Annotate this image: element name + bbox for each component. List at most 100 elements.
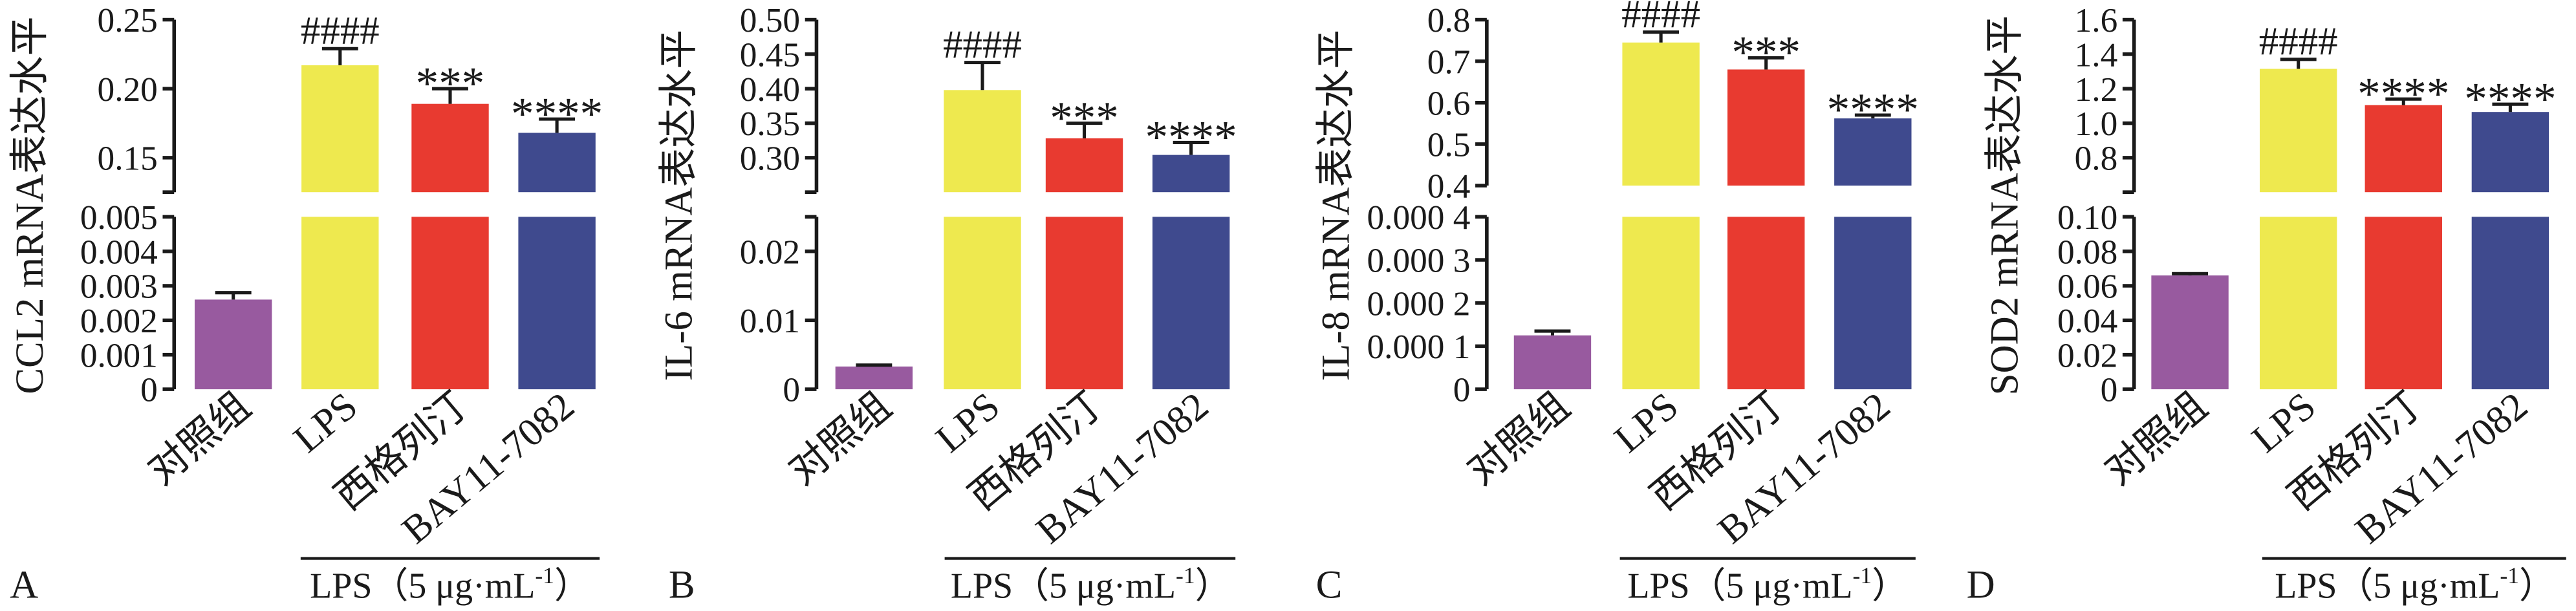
bar-sitagliptin-lower	[411, 217, 489, 390]
bar-bay11-7082-lower	[518, 217, 596, 390]
bar-control	[1513, 335, 1592, 390]
bar-lps-lower	[944, 217, 1021, 390]
significance-label: ####	[301, 10, 380, 53]
significance-label: ****	[1145, 113, 1237, 163]
significance-label: ####	[943, 23, 1022, 67]
group-label-close: ）	[1872, 566, 1908, 606]
panel-d: SOD2 mRNA表达水平 0.81.01.21.41.600.020.040.0…	[1967, 1, 2566, 607]
y-axis-title: SOD2 mRNA表达水平	[1983, 16, 2026, 396]
significance-label: ****	[511, 89, 603, 139]
group-label-superscript: -1	[2500, 563, 2519, 588]
y-lower-tick-label: 0.003	[80, 267, 158, 306]
bar-control	[195, 299, 272, 390]
group-label-text: LPS（5 μg·mL	[1627, 566, 1852, 606]
y-lower-tick-label: 0.000 3	[1367, 241, 1470, 280]
group-label-superscript: -1	[1176, 563, 1195, 588]
bar-bay11-7082-upper	[518, 133, 596, 193]
bar-sitagliptin-upper	[1727, 69, 1805, 186]
y-upper-tick-label: 0.6	[1427, 83, 1471, 122]
group-label-close: ）	[1195, 566, 1231, 606]
y-upper-tick-label: 0.40	[740, 70, 800, 109]
y-upper-tick-label: 0.35	[740, 104, 800, 143]
significance-label: ***	[416, 58, 485, 109]
panel-c: IL-8 mRNA表达水平 0.40.50.60.70.8 0 0.000 1 0.00…	[1314, 0, 1918, 607]
y-lower-tick-label: 0.001	[80, 336, 158, 374]
category-label: LPS	[1607, 384, 1687, 461]
category-label: 对照组	[1460, 384, 1578, 493]
y-lower-tick-label: 0.04	[2057, 301, 2117, 340]
y-lower-tick-label: 0	[1453, 370, 1471, 409]
bar-bay11-7082-upper	[1152, 155, 1230, 193]
y-upper-tick-label: 0.20	[98, 70, 158, 109]
bar-sitagliptin-upper	[2365, 105, 2442, 193]
significance-label: ****	[2464, 74, 2556, 124]
bar-sitagliptin-upper	[411, 103, 489, 193]
group-label: LPS（5 μg·mL-1）	[2275, 563, 2555, 606]
panel-letter: D	[1967, 564, 1995, 607]
bar-lps-lower	[301, 217, 379, 390]
y-lower-tick-label: 0.005	[80, 198, 158, 237]
group-label-text: LPS（5 μg·mL	[2275, 566, 2500, 606]
group-label: LPS（5 μg·mL-1）	[1627, 563, 1908, 606]
panel-letter: B	[669, 564, 695, 607]
bar-sitagliptin-lower	[2365, 217, 2442, 390]
bar-lps-upper	[2260, 69, 2337, 193]
bar-bay11-7082-upper	[1834, 118, 1912, 186]
group-label-superscript: -1	[1853, 563, 1872, 588]
y-lower-tick-label: 0.002	[80, 301, 158, 340]
category-label: 对照组	[140, 384, 259, 493]
y-upper-tick-label: 0.50	[740, 1, 800, 39]
y-lower-tick-label: 0.000 1	[1367, 327, 1470, 366]
panel-letter: C	[1316, 564, 1343, 607]
bar-lps-lower	[1622, 217, 1700, 390]
y-axis-title: IL-6 mRNA表达水平	[657, 30, 700, 381]
y-upper-tick-label: 1.0	[2075, 104, 2118, 143]
y-upper-tick-label: 0.5	[1427, 125, 1471, 164]
significance-label: ****	[2357, 69, 2449, 119]
y-upper-tick-label: 0.25	[98, 1, 158, 39]
bar-bay11-7082-lower	[2471, 217, 2549, 390]
bar-control	[2151, 275, 2229, 390]
group-label: LPS（5 μg·mL-1）	[310, 563, 590, 606]
panel-letter: A	[10, 564, 38, 607]
y-upper-tick-label: 0.45	[740, 36, 800, 74]
significance-label: ####	[1621, 0, 1700, 36]
category-label: LPS	[2244, 384, 2324, 461]
y-lower-tick-label: 0.10	[2057, 198, 2117, 237]
panel-a: CCL2 mRNA表达水平 0.150.200.2500.0010.0020.00…	[8, 1, 603, 607]
y-upper-tick-label: 1.4	[2075, 36, 2118, 74]
bar-sitagliptin-lower	[1045, 217, 1123, 390]
panel-b: IL-6 mRNA表达水平 0.300.350.400.450.50 0 0.01 0.…	[657, 1, 1237, 607]
y-upper-tick-label: 1.2	[2075, 70, 2118, 109]
y-axis-title: CCL2 mRNA表达水平	[8, 16, 52, 394]
group-label-close: ）	[2519, 566, 2555, 606]
group-label-text: LPS（5 μg·mL	[951, 566, 1176, 606]
y-upper-tick-label: 0.8	[2075, 139, 2118, 178]
y-upper-tick-label: 0.7	[1427, 42, 1471, 81]
y-upper-tick-label: 1.6	[2075, 1, 2118, 39]
bar-sitagliptin-upper	[1045, 138, 1123, 193]
y-lower-tick-label: 0.004	[80, 232, 158, 271]
group-label-close: ）	[554, 566, 590, 606]
significance-label: ***	[1731, 28, 1801, 78]
bar-lps-upper	[301, 65, 379, 193]
y-lower-tick-label: 0.000 2	[1367, 284, 1470, 323]
bar-bay11-7082-lower	[1152, 217, 1230, 390]
group-label: LPS（5 μg·mL-1）	[951, 563, 1231, 606]
bar-control	[835, 366, 913, 390]
y-lower-tick-label: 0.000 4	[1367, 198, 1470, 237]
bar-bay11-7082-lower	[1834, 217, 1912, 390]
group-label-superscript: -1	[535, 563, 554, 588]
y-lower-tick-label: 0	[2101, 370, 2118, 409]
y-upper-tick-label: 0.15	[98, 139, 158, 178]
y-lower-tick-label: 0	[783, 370, 800, 409]
y-upper-tick-label: 0.8	[1427, 1, 1471, 39]
bar-bay11-7082-upper	[2471, 112, 2549, 193]
y-upper-tick-label: 0.4	[1427, 167, 1471, 206]
significance-label: ****	[1827, 85, 1919, 135]
bar-lps-upper	[1622, 42, 1700, 186]
category-label: LPS	[928, 384, 1008, 461]
y-lower-tick-label: 0	[140, 370, 158, 409]
